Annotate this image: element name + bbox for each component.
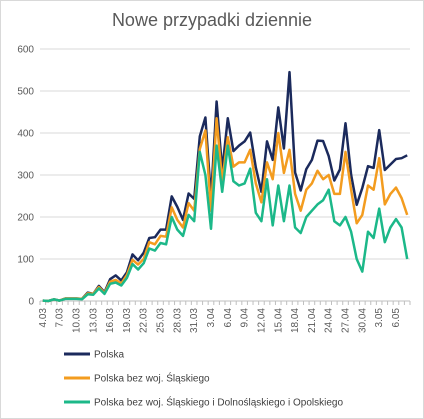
legend-label-2: Polska bez woj. Śląskiego <box>94 372 210 385</box>
x-tick-label: 27.04 <box>341 308 352 333</box>
x-tick-label: 13.03 <box>88 308 99 333</box>
y-tick-label: 0 <box>28 297 34 308</box>
y-tick-label: 600 <box>17 45 34 56</box>
x-tick-label: 4.03 <box>38 308 49 328</box>
y-tick-label: 500 <box>17 87 34 98</box>
y-tick-label: 400 <box>17 129 34 140</box>
x-tick-label: 15.04 <box>273 308 284 333</box>
x-tick-label: 10.03 <box>71 308 82 333</box>
x-tick-label: 21.04 <box>307 308 318 333</box>
x-tick-label: 19.03 <box>122 308 133 333</box>
y-tick-label: 100 <box>17 255 34 266</box>
x-tick-label: 31.03 <box>189 308 200 333</box>
x-tick-label: 22.03 <box>139 308 150 333</box>
x-tick-label: 16.03 <box>105 308 116 333</box>
x-tick-label: 7.03 <box>55 308 66 328</box>
series-line-1 <box>42 70 408 303</box>
x-tick-label: 24.04 <box>324 308 335 333</box>
x-tick-label: 6.05 <box>391 308 402 328</box>
x-tick-label: 30.04 <box>357 308 368 333</box>
x-tick-label: 9.04 <box>240 308 251 328</box>
legend-label-3: Polska bez woj. Śląskiego i Dolnośląskie… <box>94 396 343 409</box>
series-line-3 <box>42 144 409 303</box>
y-tick-label: 300 <box>17 171 34 182</box>
x-tick-label: 3.04 <box>206 308 217 328</box>
x-tick-label: 18.04 <box>290 308 301 333</box>
legend-label-1: Polska <box>94 350 124 361</box>
x-tick-label: 28.03 <box>172 308 183 333</box>
y-tick-label: 200 <box>17 213 34 224</box>
chart-title: Nowe przypadki dziennie <box>111 10 313 30</box>
x-tick-label: 3.05 <box>374 308 385 328</box>
x-tick-label: 25.03 <box>156 308 167 333</box>
x-tick-label: 6.04 <box>223 308 234 328</box>
x-tick-label: 12.04 <box>256 308 267 333</box>
